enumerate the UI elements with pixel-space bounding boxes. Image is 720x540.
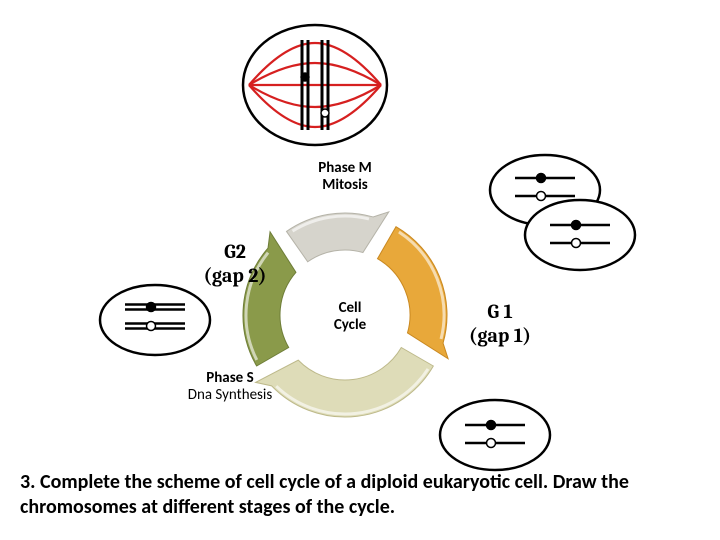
stage-cells	[0, 0, 720, 540]
question-text: 3. Complete the scheme of cell cycle of …	[20, 470, 700, 520]
cell-cycle-label: Cell Cycle	[325, 300, 375, 335]
g1-label: G 1 (gap 1)	[460, 300, 540, 348]
g2-cell	[100, 285, 210, 355]
s-cell	[440, 400, 550, 470]
phase-s-label: Phase S Dna Synthesis	[170, 370, 290, 405]
phase-m-label: Phase M Mitosis	[300, 160, 390, 195]
g2-label: G2 (gap 2)	[200, 240, 270, 288]
g1-cell-2	[525, 200, 635, 270]
